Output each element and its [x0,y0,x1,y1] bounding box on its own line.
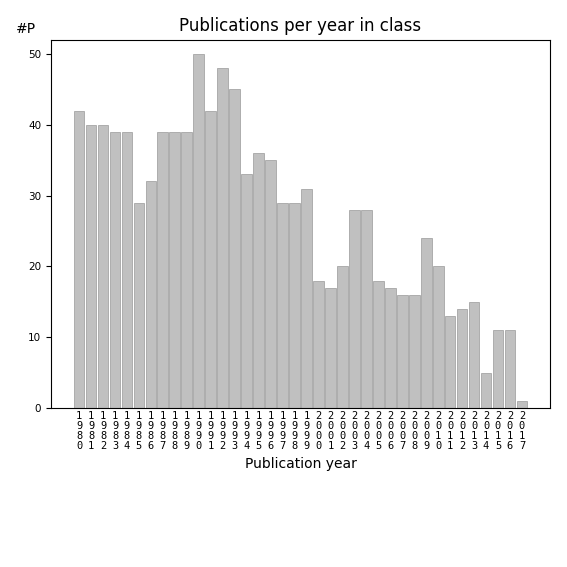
Bar [313,281,324,408]
Bar [289,202,300,408]
Bar [337,266,348,408]
X-axis label: Publication year: Publication year [244,456,357,471]
Bar [433,266,443,408]
Text: #P: #P [16,22,36,36]
Bar [242,174,252,408]
Bar [217,68,228,408]
Bar [98,125,108,408]
Bar [409,295,420,408]
Bar [517,401,527,408]
Bar [373,281,384,408]
Bar [205,111,216,408]
Bar [253,153,264,408]
Bar [86,125,96,408]
Bar [481,373,492,408]
Bar [325,287,336,408]
Bar [397,295,408,408]
Bar [505,330,515,408]
Bar [181,132,192,408]
Bar [134,202,145,408]
Bar [146,181,156,408]
Bar [265,160,276,408]
Bar [493,330,503,408]
Bar [109,132,120,408]
Bar [361,210,372,408]
Bar [170,132,180,408]
Bar [385,287,396,408]
Bar [74,111,84,408]
Bar [456,309,467,408]
Bar [193,54,204,408]
Bar [229,89,240,408]
Bar [349,210,359,408]
Bar [421,238,431,408]
Bar [121,132,132,408]
Bar [301,188,312,408]
Bar [445,316,455,408]
Bar [469,302,480,408]
Bar [277,202,288,408]
Bar [158,132,168,408]
Title: Publications per year in class: Publications per year in class [179,18,422,35]
